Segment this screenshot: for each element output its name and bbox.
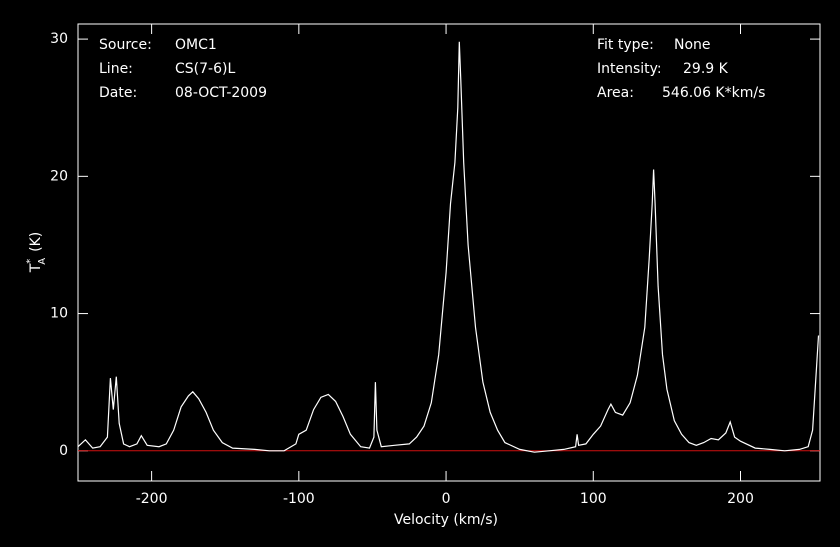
info-label: Intensity:: [597, 61, 662, 77]
info-label: Fit type:: [597, 37, 654, 53]
x-tick-label: -100: [283, 491, 315, 507]
y-tick-label: 30: [50, 31, 68, 47]
x-axis-label: Velocity (km/s): [394, 512, 498, 528]
info-value: OMC1: [175, 37, 217, 53]
info-label: Line:: [99, 61, 133, 77]
info-value: 546.06 K*km/s: [662, 85, 765, 101]
spectrum-line: [77, 41, 820, 453]
x-tick-label: 200: [727, 491, 754, 507]
y-label-sub: A: [37, 258, 48, 265]
y-label-base: T: [28, 263, 44, 273]
y-axis-label: T*A (K): [25, 232, 48, 274]
info-label: Area:: [597, 85, 634, 101]
x-tick-label: 100: [580, 491, 607, 507]
y-tick-label: 20: [50, 168, 68, 184]
x-tick-label: 0: [442, 491, 451, 507]
info-label: Source:: [99, 37, 152, 53]
x-tick-label: -200: [136, 491, 168, 507]
y-tick-label: 0: [59, 443, 68, 459]
y-label-sup: *: [25, 259, 36, 264]
info-label: Date:: [99, 85, 137, 101]
y-tick-label: 10: [50, 306, 68, 322]
info-value: 29.9 K: [683, 61, 729, 77]
info-value: CS(7-6)L: [175, 61, 235, 77]
plot-frame: [77, 23, 821, 482]
y-label-unit: (K): [28, 232, 44, 252]
info-value: None: [674, 37, 711, 53]
info-value: 08-OCT-2009: [175, 85, 267, 101]
